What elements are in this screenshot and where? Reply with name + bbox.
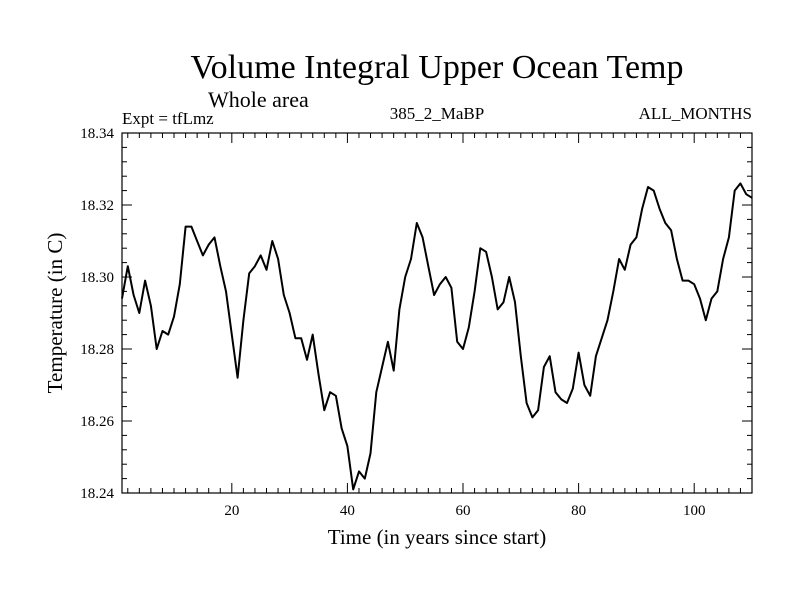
- run-label: 385_2_MaBP: [390, 104, 484, 123]
- y-axis-label: Temperature (in C): [43, 233, 67, 394]
- x-tick-label: 20: [224, 503, 239, 519]
- y-tick-label: 18.26: [80, 414, 114, 430]
- y-tick-label: 18.34: [80, 126, 114, 142]
- axis-ticks: [122, 133, 753, 493]
- y-tick-label: 18.32: [80, 198, 114, 214]
- plot-area: [121, 132, 753, 494]
- x-tick-label: 40: [340, 503, 355, 519]
- x-tick-label: 100: [683, 503, 706, 519]
- y-tick-label: 18.28: [80, 342, 114, 358]
- x-tick-label: 80: [571, 503, 586, 519]
- series-line: [121, 182, 753, 491]
- chart-subtitle: Whole area: [208, 87, 309, 112]
- expt-label: Expt = tfLmz: [122, 109, 214, 128]
- chart-title: Volume Integral Upper Ocean Temp: [191, 49, 684, 86]
- x-axis-label: Time (in years since start): [328, 525, 547, 549]
- y-tick-label: 18.24: [80, 486, 114, 502]
- x-tick-labels: 20 40 60 80 100: [224, 503, 705, 519]
- y-tick-labels: 18.24 18.26 18.28 18.30 18.32 18.34: [80, 126, 114, 502]
- months-label: ALL_MONTHS: [639, 104, 752, 123]
- x-tick-label: 60: [456, 503, 471, 519]
- y-tick-label: 18.30: [80, 270, 114, 286]
